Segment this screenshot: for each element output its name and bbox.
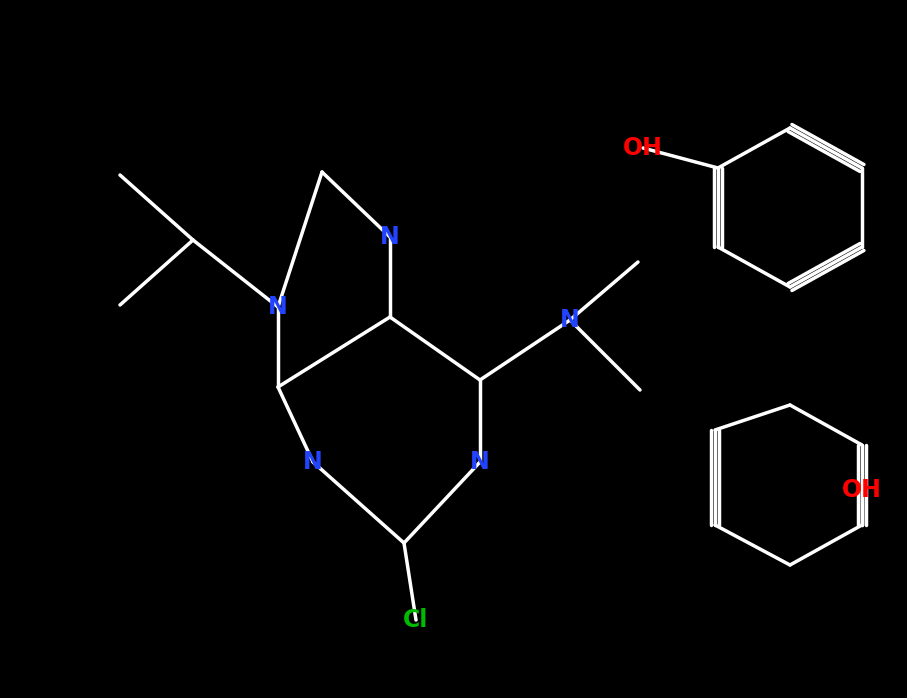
Text: N: N [380,225,400,249]
Text: Cl: Cl [404,608,429,632]
Text: OH: OH [623,136,663,160]
Text: OH: OH [842,478,882,502]
Text: N: N [470,450,490,474]
Text: N: N [303,450,323,474]
Text: N: N [561,308,580,332]
Text: N: N [268,295,288,319]
